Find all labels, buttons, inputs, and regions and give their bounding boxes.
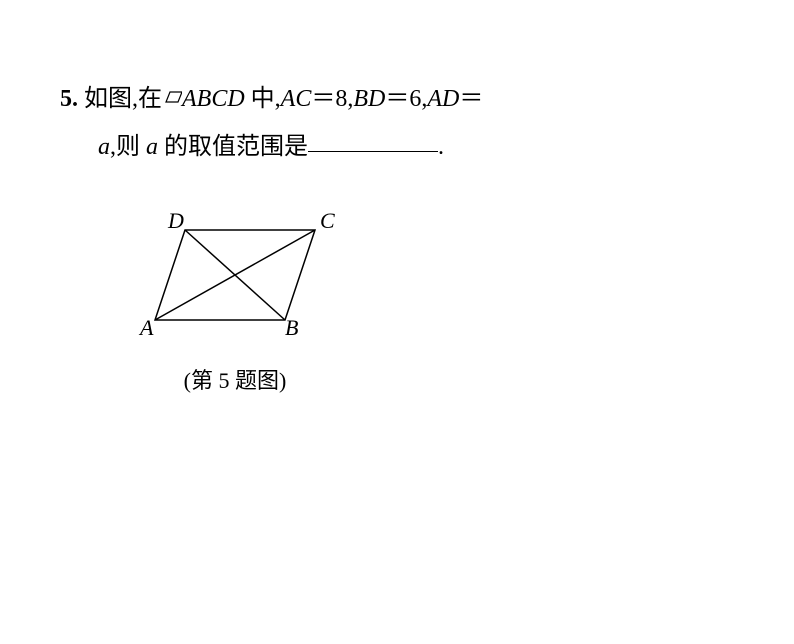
eq-3: ＝ <box>459 86 483 112</box>
question-number: 5. <box>60 86 78 112</box>
figure-container: A B C D (第 5 题图) <box>120 200 350 395</box>
question-text: 5. 如图,在 ABCD 中,AC＝8,BD＝6,AD＝ a,则 a 的取值范围是… <box>60 75 734 171</box>
var-a-1: a <box>98 134 110 160</box>
caption-suffix: 题图) <box>230 368 287 393</box>
caption-prefix: (第 <box>184 368 219 393</box>
text-part-1: 如图,在 <box>84 86 162 112</box>
parallelogram-diagram: A B C D <box>120 200 350 350</box>
parallelogram-icon <box>162 90 182 104</box>
text-line2-2: 的取值范围是 <box>158 134 308 160</box>
var-a-2: a <box>146 134 158 160</box>
text-part-2: 中, <box>245 86 281 112</box>
question-line-1: 5. 如图,在 ABCD 中,AC＝8,BD＝6,AD＝ <box>60 75 734 123</box>
caption-number: 5 <box>219 368 230 393</box>
var-bd: BD <box>353 86 385 112</box>
eq-2: ＝6, <box>385 86 427 112</box>
var-abcd: ABCD <box>182 86 245 112</box>
svg-text:C: C <box>320 208 335 233</box>
text-line2-1: ,则 <box>110 134 146 160</box>
svg-text:A: A <box>138 315 154 340</box>
period: . <box>438 134 444 160</box>
question-line-2: a,则 a 的取值范围是. <box>98 123 734 171</box>
var-ac: AC <box>281 86 312 112</box>
eq-1: ＝8, <box>311 86 353 112</box>
figure-caption: (第 5 题图) <box>120 363 350 395</box>
var-ad: AD <box>427 86 459 112</box>
svg-text:D: D <box>167 208 184 233</box>
answer-blank <box>308 132 438 152</box>
svg-text:B: B <box>285 315 298 340</box>
